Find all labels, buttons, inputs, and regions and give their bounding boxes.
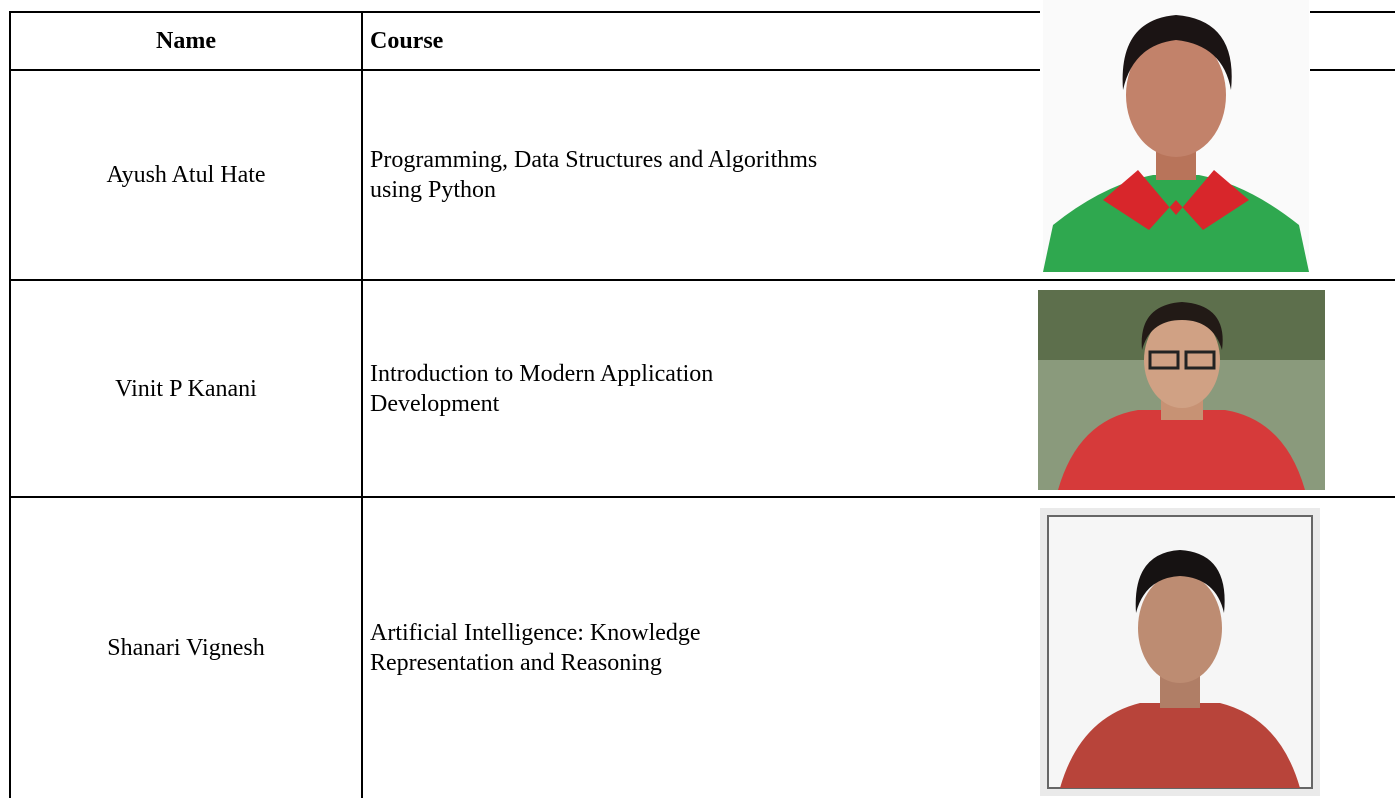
border bbox=[1310, 11, 1395, 13]
border bbox=[10, 11, 1040, 13]
border bbox=[9, 11, 11, 798]
course-cell: Artificial Intelligence: Knowledge Repre… bbox=[370, 620, 701, 676]
name-cell: Vinit P Kanani bbox=[115, 375, 257, 402]
photo bbox=[1040, 508, 1320, 796]
photo bbox=[1043, 0, 1309, 272]
name-cell: Shanari Vignesh bbox=[107, 635, 265, 661]
name-cell: Ayush Atul Hate bbox=[106, 162, 266, 188]
course-cell: Introduction to Modern Application Devel… bbox=[370, 360, 714, 417]
header-cell: Course bbox=[370, 28, 444, 54]
photo bbox=[1038, 290, 1325, 490]
border bbox=[10, 69, 1040, 71]
border bbox=[10, 279, 1395, 281]
border bbox=[361, 11, 363, 798]
border bbox=[10, 496, 1395, 498]
course-cell: Programming, Data Structures and Algorit… bbox=[370, 147, 818, 203]
header-cell: Name bbox=[156, 28, 216, 54]
border bbox=[1310, 69, 1395, 71]
